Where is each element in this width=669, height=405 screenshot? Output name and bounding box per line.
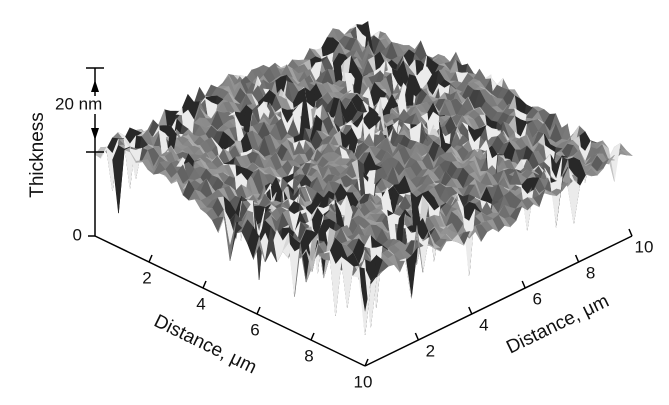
surface-facet: [113, 145, 125, 213]
x-tick: [203, 281, 206, 288]
y-tick: [522, 281, 525, 288]
x-tick: [311, 333, 314, 340]
page: {"chart_data": {"type": "surface", "zlab…: [0, 0, 669, 405]
surface-facet: [341, 257, 353, 307]
scale-arrow-down: [91, 128, 99, 140]
x-tick-label: 4: [196, 294, 205, 313]
y-tick-label: 4: [479, 315, 488, 334]
surface-facet: [568, 180, 580, 223]
y-tick: [415, 333, 418, 340]
y-tick: [469, 307, 472, 314]
y-tick: [629, 229, 632, 236]
scale-bar-label: 20 nm: [55, 94, 102, 113]
y-axis-title: Distance, μm: [503, 291, 612, 359]
x-tick-label: 10: [354, 372, 373, 391]
z-axis-title: Thickness: [27, 112, 48, 198]
scale-arrow-up: [91, 80, 99, 92]
x-axis-title: Distance, μm: [151, 311, 260, 379]
z-tick-label: 0: [73, 225, 82, 244]
y-tick-label: 10: [635, 237, 654, 256]
y-tick-label: 6: [532, 289, 541, 308]
y-tick: [576, 255, 579, 262]
chart: 20 nm Thickness Distance, μm Distance, μ…: [0, 0, 669, 400]
surface: [95, 22, 632, 335]
y-tick-label: 8: [586, 263, 595, 282]
x-tick-label: 2: [142, 268, 151, 287]
surface-facet: [551, 177, 563, 224]
x-tick-label: 6: [250, 320, 259, 339]
x-tick-label: 8: [304, 346, 313, 365]
surface-facet: [212, 217, 224, 232]
x-tick: [149, 255, 152, 262]
y-tick-label: 2: [426, 341, 435, 360]
x-tick: [257, 307, 260, 314]
